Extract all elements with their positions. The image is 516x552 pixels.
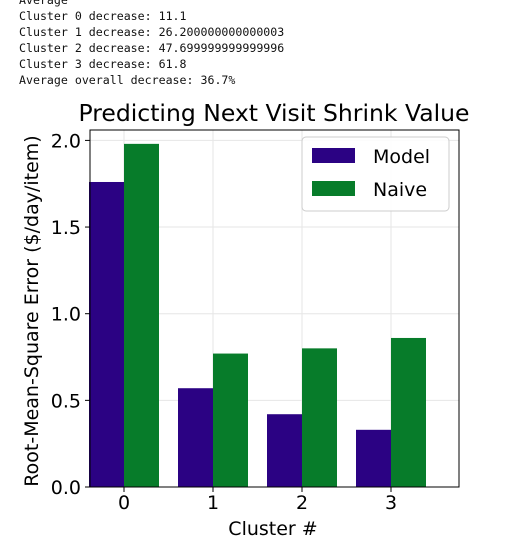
x-tick-label: 3: [385, 492, 397, 514]
console-line: Average overall decrease: 36.7%: [19, 73, 236, 88]
x-axis-label: Cluster #: [228, 518, 317, 540]
y-tick-label: 1.0: [51, 304, 81, 326]
legend-label-naive: Naive: [373, 179, 427, 201]
x-tick-label: 0: [118, 492, 130, 514]
x-tick-label: 1: [207, 492, 219, 514]
console-line: Cluster 0 decrease: 11.1: [19, 9, 187, 24]
chart-title: Predicting Next Visit Shrink Value: [78, 99, 469, 127]
bar-naive-cluster-1: [213, 353, 248, 487]
bar-naive-cluster-2: [302, 348, 337, 487]
bar-model-cluster-1: [178, 388, 213, 487]
bars: [89, 143, 426, 487]
console-line: Cluster 2 decrease: 47.699999999999996: [19, 41, 285, 56]
x-tick-label: 2: [296, 492, 308, 514]
console-output: Average Cluster 0 decrease: 11.1 Cluster…: [19, 0, 499, 92]
console-line: Average: [19, 0, 68, 7]
bar-naive-cluster-3: [391, 337, 426, 487]
legend-swatch-model: [312, 148, 355, 163]
legend-swatch-naive: [312, 181, 355, 196]
y-tick-label: 2.0: [51, 130, 81, 152]
console-line: Cluster 1 decrease: 26.200000000000003: [19, 25, 285, 40]
axis-ticks: 0.0 0.5 1.0 1.5 2.0 0 1 2 3: [51, 130, 397, 514]
bar-model-cluster-0: [89, 181, 124, 487]
plot-frame: [89, 129, 460, 488]
legend: Model Naive: [301, 136, 450, 212]
y-tick-label: 0.0: [51, 477, 81, 499]
y-axis-label: Root-Mean-Square Error ($/day/item): [21, 135, 43, 486]
bar-model-cluster-3: [356, 429, 391, 487]
legend-label-model: Model: [373, 146, 430, 168]
bar-naive-cluster-0: [124, 143, 159, 487]
y-tick-label: 1.5: [51, 217, 81, 239]
console-line: Cluster 3 decrease: 61.8: [19, 57, 187, 72]
y-tick-label: 0.5: [51, 390, 81, 412]
bar-model-cluster-2: [267, 414, 302, 487]
